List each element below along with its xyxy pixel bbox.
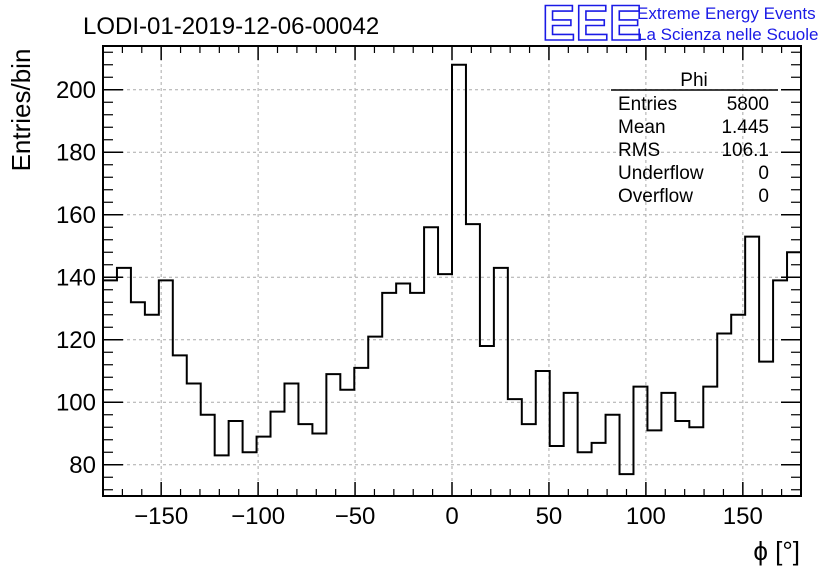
stats-row-label: Entries <box>618 94 677 115</box>
x-tick-label: 50 <box>536 503 563 530</box>
y-tick-label: 80 <box>69 452 96 479</box>
logo-line-2: La Scienza nelle Scuole <box>637 25 818 44</box>
stats-row-value: 106.1 <box>721 140 769 161</box>
x-tick-labels: −150 −100 −50 0 50 100 150 <box>134 503 763 530</box>
stats-title: Phi <box>680 70 707 91</box>
logo-line-1: Extreme Energy Events <box>637 4 816 23</box>
y-tick-label: 200 <box>56 77 96 104</box>
x-axis-label: ϕ [°] <box>753 536 800 566</box>
x-tick-label: 0 <box>445 503 458 530</box>
y-tick-label: 100 <box>56 389 96 416</box>
y-axis-label: Entries/bin <box>6 49 36 172</box>
stats-row-value: 5800 <box>727 94 769 115</box>
stats-row-label: RMS <box>618 140 660 161</box>
eee-logo-mark: EEE <box>542 0 642 51</box>
x-tick-label: −150 <box>134 503 188 530</box>
stats-row-value: 1.445 <box>721 117 769 138</box>
stats-box: Phi Entries 5800 Mean 1.445 RMS 106.1 Underflo… <box>611 70 778 207</box>
stats-row-value: 0 <box>758 186 769 207</box>
x-tick-label: −50 <box>335 503 376 530</box>
chart-title: LODI-01-2019-12-06-00042 <box>83 13 379 40</box>
stats-row-label: Overflow <box>618 186 693 207</box>
y-tick-label: 120 <box>56 327 96 354</box>
stats-row-label: Underflow <box>618 163 704 184</box>
stats-row-label: Mean <box>618 117 666 138</box>
x-tick-label: 150 <box>723 503 763 530</box>
y-tick-label: 140 <box>56 264 96 291</box>
y-tick-label: 160 <box>56 202 96 229</box>
histogram-outline <box>103 63 801 476</box>
axis-ticks <box>103 46 801 496</box>
stats-row-value: 0 <box>758 163 769 184</box>
stats-rows: Entries 5800 Mean 1.445 RMS 106.1 Underflow 0 Ov… <box>618 94 769 207</box>
x-tick-label: −100 <box>231 503 285 530</box>
y-tick-label: 180 <box>56 139 96 166</box>
y-tick-labels: 80 100 120 140 160 180 200 <box>56 77 96 479</box>
x-tick-label: 100 <box>626 503 666 530</box>
